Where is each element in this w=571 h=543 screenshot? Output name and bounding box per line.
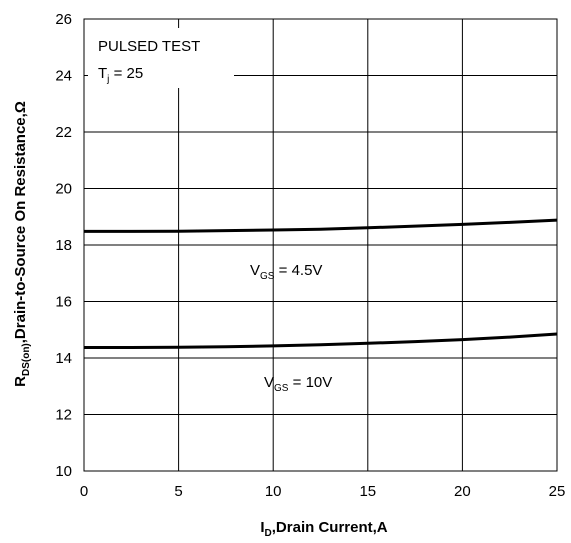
y-tick-label: 22 [55,124,72,141]
tick-labels: 0 5 10 15 20 25 10 12 14 16 18 20 22 24 26 [55,11,565,500]
series-group [84,218,558,349]
annotation-background [88,28,234,88]
y-tick-label: 26 [55,11,72,28]
y-tick-label: 12 [55,407,72,424]
series-line-1 [84,332,558,349]
x-tick-label: 0 [80,483,88,500]
y-tick-label: 20 [55,181,72,198]
plot-frame [83,18,558,472]
annotation-box: PULSED TEST Tj = 25 [88,28,234,88]
y-tick-label: 18 [55,237,72,254]
y-tick-label: 24 [55,68,72,85]
y-tick-label: 14 [55,350,72,367]
x-tick-label: 20 [454,483,471,500]
x-tick-label: 25 [549,483,566,500]
y-tick-label: 10 [55,463,72,480]
series-line-0 [84,218,558,233]
x-axis-title: ID,Drain Current,A [260,519,387,539]
series-label-vgs-4-5v: VGS = 4.5V [250,262,322,282]
series-label-vgs-10v: VGS = 10V [264,374,332,394]
y-tick-label: 16 [55,294,72,311]
y-axis-title: RDS(on),Drain-to-Source On Resistance,Ω [12,101,32,387]
annotation-tj: Tj = 25 [98,65,143,85]
x-tick-label: 5 [174,483,182,500]
x-tick-label: 15 [359,483,376,500]
annotation-pulsed-test: PULSED TEST [98,38,200,55]
x-tick-label: 10 [265,483,282,500]
